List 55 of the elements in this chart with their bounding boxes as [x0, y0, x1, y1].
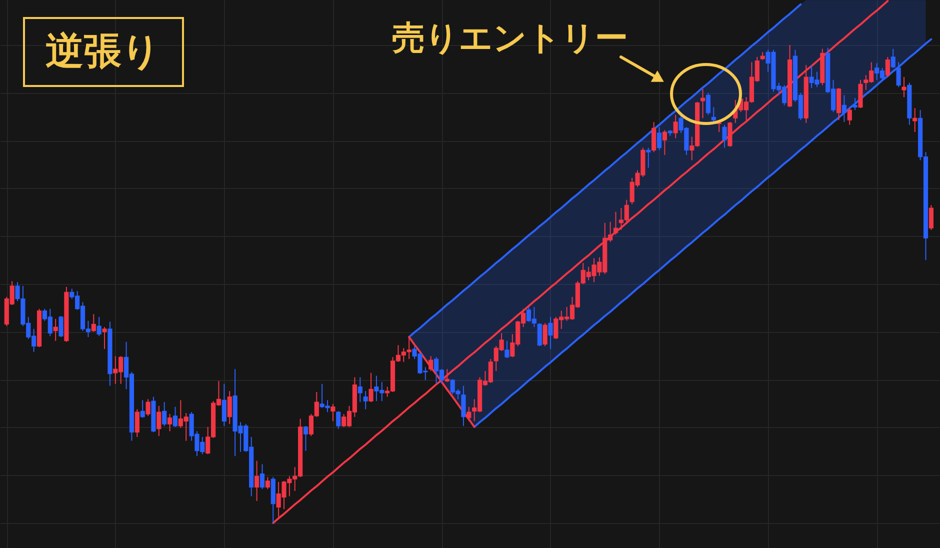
candlestick	[858, 79, 863, 109]
candlestick	[358, 376, 362, 403]
candlestick	[852, 98, 858, 111]
candlestick	[444, 368, 450, 382]
candlestick	[652, 121, 656, 153]
candlestick	[722, 124, 727, 148]
candlestick	[265, 476, 270, 490]
candlestick	[673, 114, 678, 139]
candlestick	[227, 390, 232, 425]
candlestick	[146, 398, 150, 416]
candlestick	[167, 414, 172, 432]
candlestick	[461, 385, 466, 426]
candlestick	[646, 147, 651, 168]
candlestick	[928, 204, 934, 230]
candlestick	[162, 402, 167, 426]
candlestick	[728, 121, 732, 148]
candlestick	[537, 322, 542, 347]
candlestick	[172, 406, 178, 428]
candlestick	[885, 56, 890, 78]
candlestick	[58, 316, 64, 338]
candlestick	[902, 76, 906, 98]
candlestick	[330, 403, 336, 422]
candlestick	[548, 316, 553, 350]
candlestick	[260, 464, 265, 490]
candlestick	[662, 130, 667, 156]
candlestick	[254, 460, 260, 502]
candlestick	[912, 108, 918, 132]
candlestick	[156, 405, 162, 437]
candlestick	[140, 400, 145, 418]
annotation: 売りエントリー	[392, 18, 628, 57]
candlestick	[706, 92, 711, 116]
candlestick	[700, 88, 706, 119]
candlestick	[102, 326, 107, 350]
candlestick	[336, 410, 341, 430]
candlestick	[836, 88, 842, 121]
candlestick	[428, 356, 434, 372]
candlestick	[96, 316, 102, 337]
candlestick	[542, 322, 548, 347]
candlestick	[53, 318, 58, 342]
candlestick	[303, 425, 308, 452]
candlestick	[613, 211, 618, 236]
candlestick	[890, 48, 896, 68]
candlestick	[504, 340, 510, 359]
candlestick	[91, 314, 96, 332]
candlestick	[847, 108, 852, 126]
candlestick	[222, 383, 226, 426]
candlestick	[134, 408, 140, 438]
chart-title: 逆張り	[46, 29, 160, 73]
candlestick	[842, 94, 846, 122]
candlestick	[656, 126, 662, 151]
candlestick	[368, 372, 374, 403]
candlestick	[896, 62, 901, 88]
candlestick	[711, 106, 716, 124]
candlestick	[466, 406, 472, 422]
candlestick	[363, 390, 368, 410]
